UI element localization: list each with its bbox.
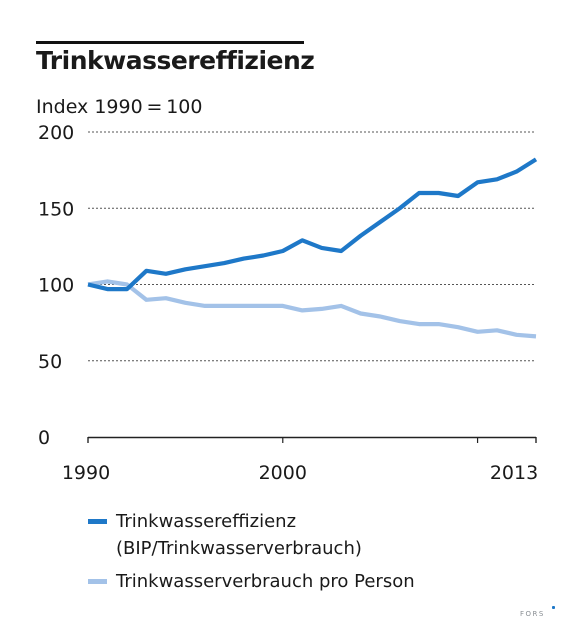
legend-item-efficiency: Trinkwassereffizienz (BIP/Trinkwasserver… <box>88 508 415 562</box>
series-line-1 <box>87 279 537 339</box>
y-tick-label: 200 <box>38 122 74 144</box>
x-tick-labels: 1990 2000 2013 <box>62 462 538 484</box>
legend-swatch-efficiency <box>88 519 107 524</box>
y-tick-label: 0 <box>38 427 50 449</box>
legend-label-consumption: Trinkwasserverbrauch pro Person <box>116 571 415 592</box>
series-lines <box>87 157 538 339</box>
legend-item-consumption: Trinkwasserverbrauch pro Person <box>88 568 415 595</box>
y-tick-label: 100 <box>38 275 74 297</box>
x-tick-label: 1990 <box>62 462 110 484</box>
legend: Trinkwassereffizienz (BIP/Trinkwasserver… <box>88 508 415 595</box>
x-axis <box>87 436 537 443</box>
source-label: FORS <box>520 610 545 618</box>
y-unit-label: Index 1990 = 100 <box>36 96 203 118</box>
chart-title: Trinkwassereffizienz <box>36 46 315 75</box>
x-tick-label: 2000 <box>259 462 307 484</box>
source-logo-dot <box>552 606 555 609</box>
x-tick-label: 2013 <box>490 462 538 484</box>
y-tick-labels: 0 50 100 150 200 <box>38 122 74 449</box>
legend-swatch-consumption <box>88 579 107 584</box>
title-rule <box>36 41 304 44</box>
legend-label-efficiency: Trinkwassereffizienz (BIP/Trinkwasserver… <box>116 511 362 559</box>
series-line-0 <box>87 157 538 292</box>
y-tick-label: 50 <box>38 351 62 373</box>
y-tick-label: 150 <box>38 198 74 220</box>
grid-lines <box>88 131 536 362</box>
